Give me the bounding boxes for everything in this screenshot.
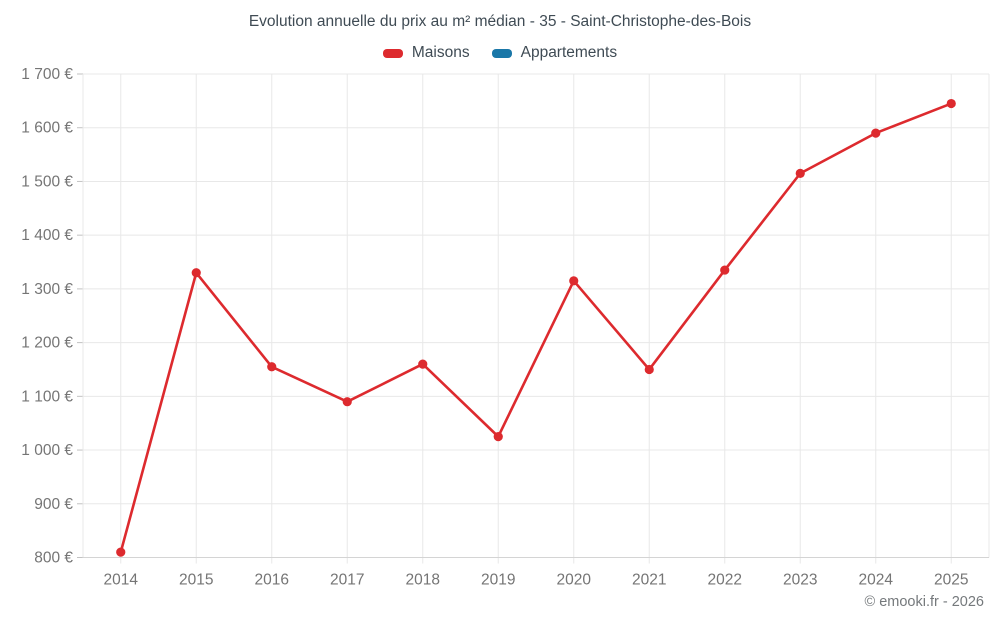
y-axis-tick-label: 1 700 € bbox=[21, 66, 73, 83]
data-point[interactable] bbox=[569, 276, 579, 286]
data-point[interactable] bbox=[267, 362, 277, 372]
data-point[interactable] bbox=[191, 268, 201, 278]
x-axis-tick-label: 2024 bbox=[859, 572, 894, 589]
y-axis-tick-label: 1 500 € bbox=[21, 173, 73, 190]
data-point[interactable] bbox=[493, 432, 503, 442]
copyright-text: © emooki.fr - 2026 bbox=[864, 594, 984, 610]
appartements-swatch-icon bbox=[491, 48, 512, 58]
x-axis-tick-label: 2016 bbox=[255, 572, 289, 589]
y-axis-tick-label: 1 300 € bbox=[21, 281, 73, 298]
x-axis-tick-label: 2017 bbox=[330, 572, 364, 589]
y-axis-tick-label: 1 200 € bbox=[21, 335, 73, 352]
x-axis-tick-label: 2021 bbox=[632, 572, 666, 589]
data-point[interactable] bbox=[720, 265, 730, 275]
x-axis-tick-label: 2025 bbox=[934, 572, 968, 589]
y-axis-tick-label: 800 € bbox=[34, 550, 73, 567]
x-axis-tick-label: 2022 bbox=[708, 572, 742, 589]
x-axis-tick-label: 2015 bbox=[179, 572, 213, 589]
y-axis-tick-label: 1 100 € bbox=[21, 388, 73, 405]
maisons-swatch-icon bbox=[382, 48, 403, 58]
x-axis-tick-label: 2020 bbox=[557, 572, 592, 589]
y-axis-tick-label: 900 € bbox=[34, 496, 73, 513]
data-point[interactable] bbox=[116, 547, 126, 557]
legend-label-maisons: Maisons bbox=[411, 44, 470, 61]
chart-legend: Maisons Appartements bbox=[0, 44, 1000, 62]
legend-item-appartements[interactable]: Appartements bbox=[491, 44, 618, 62]
series-line-maisons bbox=[119, 102, 953, 554]
x-axis-tick-label: 2023 bbox=[783, 572, 817, 589]
chart-title: Evolution annuelle du prix au m² médian … bbox=[248, 13, 752, 30]
data-point[interactable] bbox=[871, 128, 881, 138]
x-axis-tick-label: 2019 bbox=[481, 572, 515, 589]
data-point[interactable] bbox=[342, 397, 352, 407]
data-point[interactable] bbox=[795, 168, 805, 178]
y-axis-tick-label: 1 600 € bbox=[21, 120, 73, 137]
x-axis-tick-label: 2018 bbox=[406, 572, 440, 589]
data-point[interactable] bbox=[946, 98, 956, 109]
data-point[interactable] bbox=[644, 364, 654, 375]
y-axis-tick-label: 1 400 € bbox=[21, 227, 73, 244]
y-axis-tick-label: 1 000 € bbox=[21, 442, 73, 459]
legend-item-maisons[interactable]: Maisons bbox=[382, 44, 470, 62]
x-axis-tick-label: 2014 bbox=[104, 572, 139, 589]
data-point[interactable] bbox=[418, 359, 428, 369]
legend-label-appartements: Appartements bbox=[520, 44, 618, 61]
